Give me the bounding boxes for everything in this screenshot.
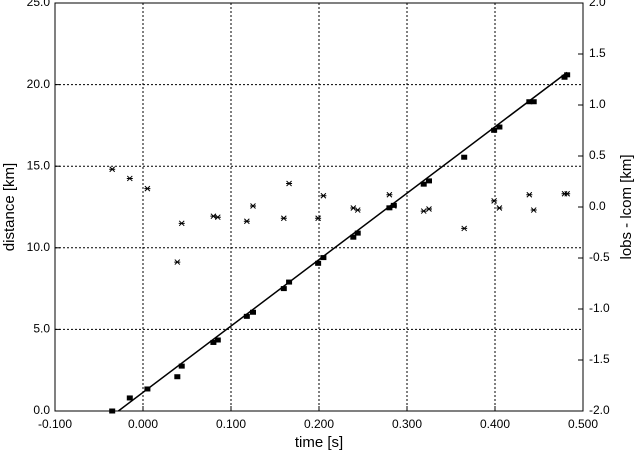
square-marker [491,127,498,133]
star-marker [526,191,533,198]
y2-tick-label: 0.5 [589,148,606,162]
star-marker [178,220,185,227]
star-marker [280,215,287,222]
square-marker [386,205,393,211]
x-tick-label: 0.500 [568,417,598,431]
y-tick-label: 0.0 [33,403,50,417]
star-marker [461,225,468,232]
y2-tick-label: 0.0 [589,199,606,213]
star-marker [420,208,427,214]
star-marker [144,185,151,192]
star-marker [320,192,327,199]
star-marker [491,198,498,204]
square-marker [426,178,432,184]
star-marker [214,214,221,221]
square-marker [210,339,217,345]
y-tick-label: 25.0 [27,0,51,9]
star-marker [243,218,250,225]
square-marker [354,230,361,236]
square-marker [109,408,116,414]
x-tick-label: -0.100 [38,417,72,431]
square-marker [315,260,322,266]
star-marker [386,191,393,198]
y-tick-label: 10.0 [27,240,51,254]
y2-tick-label: 2.0 [589,0,606,9]
square-marker [214,337,221,343]
square-marker [250,309,256,315]
y-tick-label: 15.0 [27,158,51,172]
square-marker [564,72,571,78]
square-marker [174,374,181,380]
x-tick-label: 0.200 [304,417,334,431]
y2-tick-label: -1.5 [589,352,610,366]
y2-tick-label: -1.0 [589,301,610,315]
plot-frame [54,2,584,412]
star-marker [530,207,537,213]
star-marker [174,259,181,265]
star-marker [496,205,503,211]
square-marker [350,234,357,240]
y-axis-label: distance [km] [1,163,18,251]
y2-tick-label: -0.5 [589,250,610,264]
star-marker [126,175,133,182]
y2-tick-label: -2.0 [589,403,610,417]
square-marker [496,124,503,130]
star-marker [286,180,293,187]
fit-line [117,71,568,412]
star-marker [564,190,571,197]
x-tick-label: 0.300 [392,417,422,431]
square-marker [280,286,287,292]
x-tick-label: 0.100 [216,417,246,431]
square-marker [243,313,250,319]
square-marker [420,181,427,187]
x-tick-label: 0.400 [480,417,510,431]
square-marker [320,255,327,261]
square-marker [126,395,133,401]
star-marker [210,213,217,220]
x-tick-label: 0.000 [128,417,158,431]
star-marker [315,215,322,222]
y-tick-label: 5.0 [33,322,50,336]
y2-axis-label: lobs - lcom [km] [618,154,635,259]
y2-tick-label: 1.0 [589,97,606,111]
y2-tick-label: 1.5 [589,46,606,60]
square-marker [461,154,468,160]
star-marker [109,166,116,173]
star-marker [250,203,256,209]
square-marker [530,99,537,105]
square-marker [178,363,185,369]
star-marker [354,207,361,213]
y-tick-label: 20.0 [27,77,51,91]
star-marker [426,206,432,212]
x-axis-label: time [s] [295,434,343,451]
